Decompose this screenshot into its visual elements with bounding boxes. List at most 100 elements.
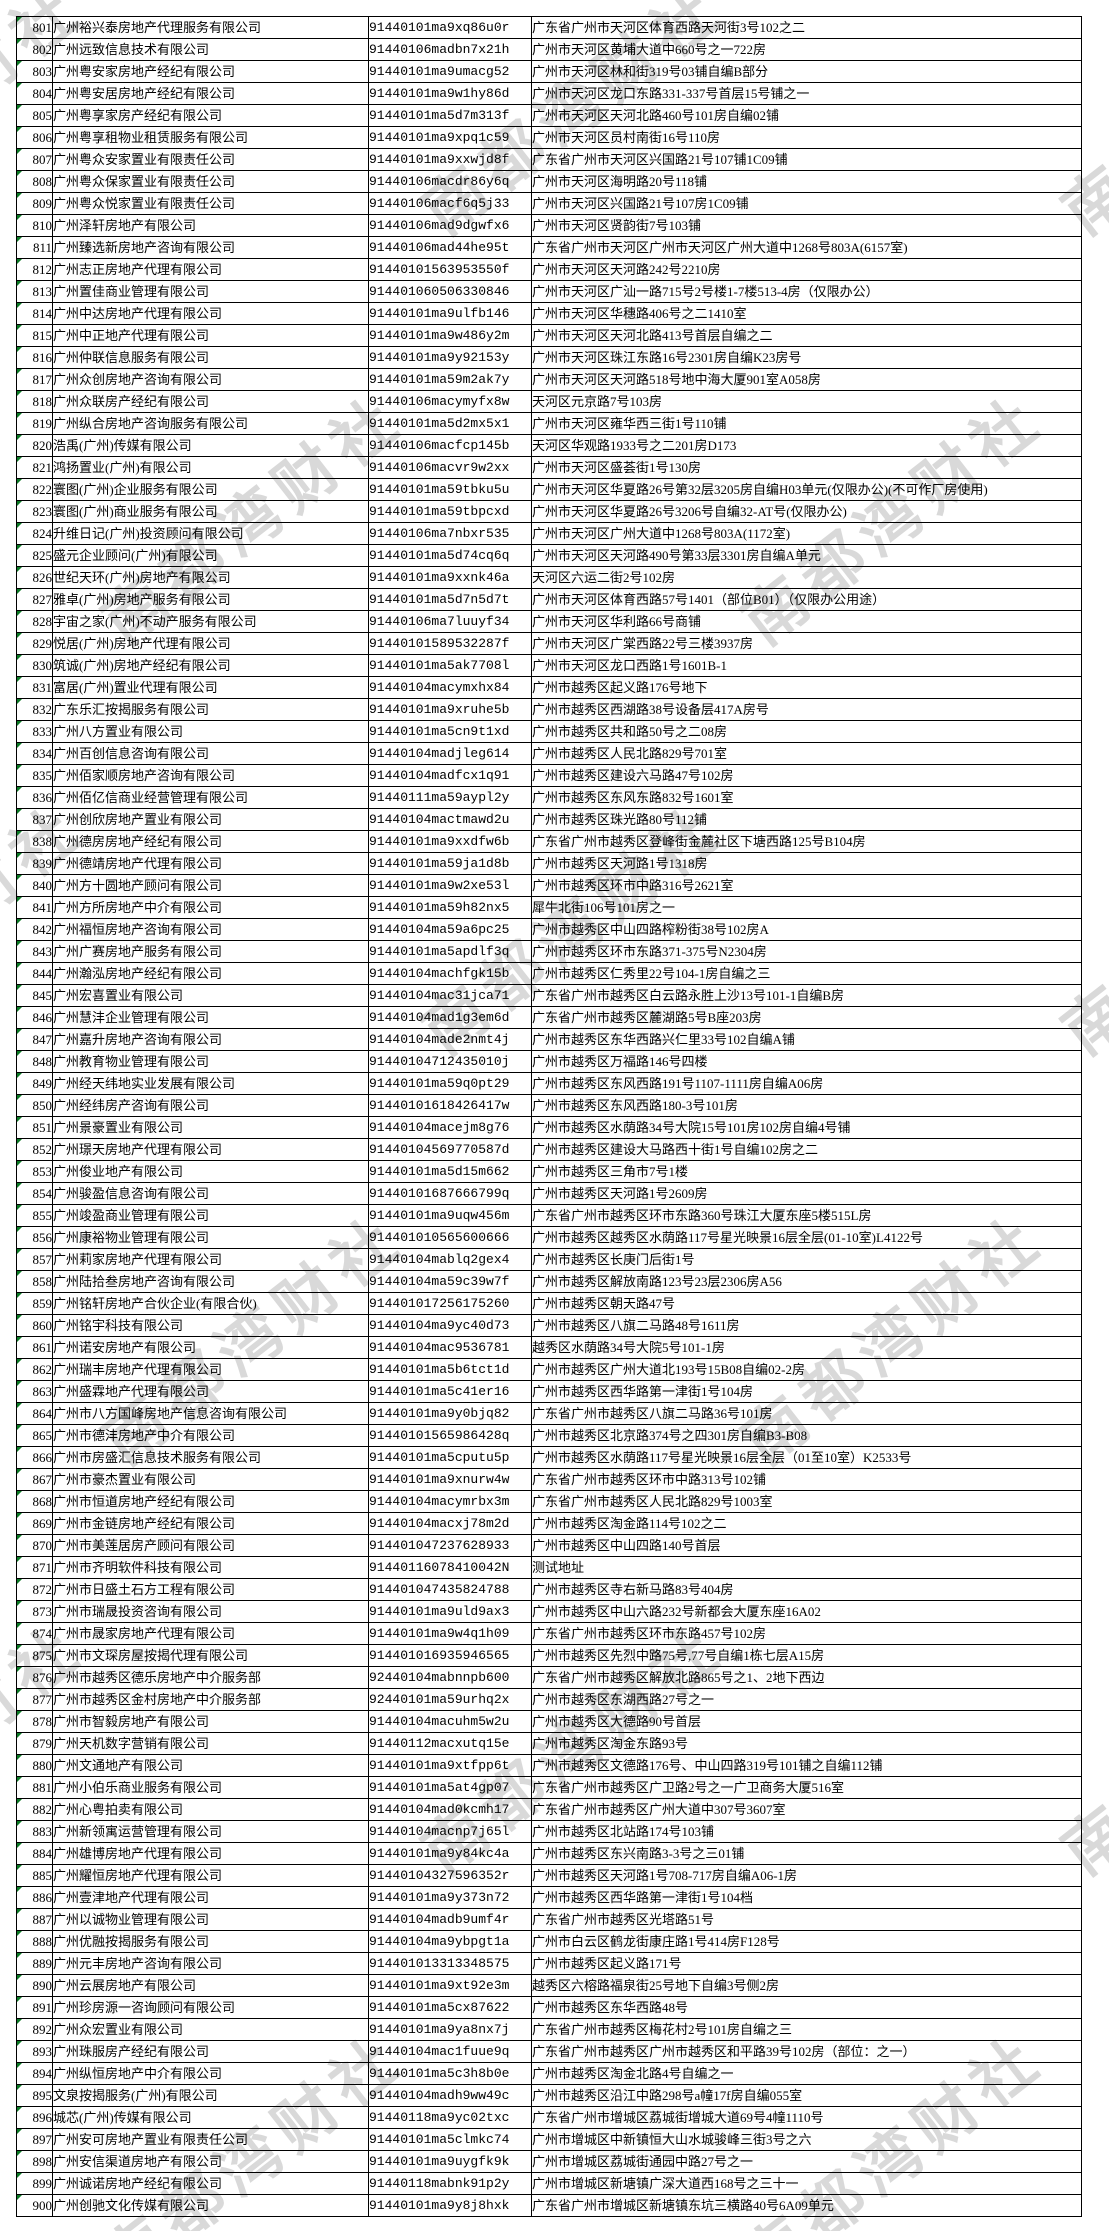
row-number-cell: 851 (16, 1116, 53, 1139)
credit-code-cell: 91440106macdr86y6q (368, 170, 532, 193)
company-name: 升维日记(广州)投资顾问有限公司 (53, 526, 244, 541)
row-number: 889 (32, 1956, 53, 1971)
error-indicator-icon (17, 765, 22, 770)
row-number-cell: 871 (16, 1556, 53, 1579)
company-name: 广州德房房地产经纪有限公司 (53, 834, 223, 849)
company-address-cell: 广州市天河区天河北路460号101房自编02铺 (531, 104, 1082, 127)
company-address: 广东省广州市越秀区八旗二马路36号101房 (532, 1406, 773, 1421)
company-address-cell: 广州市越秀区寺右新马路83号404房 (531, 1578, 1082, 1601)
row-number: 857 (32, 1252, 53, 1267)
row-number-cell: 821 (16, 456, 53, 479)
company-name: 筑诚(广州)房地产经纪有限公司 (53, 658, 231, 673)
error-indicator-icon (17, 567, 22, 572)
credit-code-cell: 91440101ma9y92153y (368, 346, 532, 369)
table-row: 883 广州新领寓运营管理有限公司 91440104macnp7j65l 广州市… (16, 1820, 1082, 1843)
credit-code-cell: 91440104327596352r (368, 1864, 532, 1887)
company-name-cell: 广州经天纬地实业发展有限公司 (52, 1072, 369, 1095)
company-name-cell: 浩禹(广州)传媒有限公司 (52, 434, 369, 457)
row-number: 819 (32, 416, 53, 431)
company-address: 广州市越秀区东风西路180-3号101房 (532, 1098, 738, 1113)
company-address: 广东省广州市越秀区光塔路51号 (532, 1912, 715, 1927)
company-address: 广州市越秀区万福路146号四楼 (532, 1054, 708, 1069)
credit-code: 91440106mad44he95t (369, 240, 510, 255)
row-number-cell: 883 (16, 1820, 53, 1843)
credit-code: 91440101ma9xtfpp6t (369, 1758, 510, 1773)
row-number-cell: 899 (16, 2172, 53, 2195)
row-number: 803 (32, 64, 53, 79)
credit-code-cell: 91440101ma5c3h8b0e (368, 2062, 532, 2085)
company-name-cell: 广州市越秀区德乐房地产中介服务部 (52, 1666, 369, 1689)
table-row: 841 广州方所房地产中介有限公司 91440101ma59h82nx5 犀牛北… (16, 896, 1082, 919)
company-address: 广州市越秀区东风东路832号1601室 (532, 790, 734, 805)
company-name-cell: 升维日记(广州)投资顾问有限公司 (52, 522, 369, 545)
error-indicator-icon (17, 149, 22, 154)
error-indicator-icon (17, 941, 22, 946)
credit-code: 91440106macymyfx8w (369, 394, 510, 409)
company-name-cell: 广州诚诺房地产经纪有限公司 (52, 2172, 369, 2195)
company-name: 广州裕兴泰房地产代理服务有限公司 (53, 20, 262, 35)
row-number: 855 (32, 1208, 53, 1223)
row-number: 846 (32, 1010, 53, 1025)
credit-code-cell: 91440104mac1fuue9q (368, 2040, 532, 2063)
company-name-cell: 鸿扬置业(广州)有限公司 (52, 456, 369, 479)
error-indicator-icon (17, 1799, 22, 1804)
credit-code-cell: 914401017256175260 (368, 1292, 532, 1315)
credit-code: 91440101ma9y84kc4a (369, 1846, 510, 1861)
row-number-cell: 880 (16, 1754, 53, 1777)
company-address-cell: 广州市越秀区起义路176号地下 (531, 676, 1082, 699)
table-row: 804 广州粤安居房地产经纪有限公司 91440101ma9w1hy86d 广州… (16, 82, 1082, 105)
company-name: 广州诚诺房地产经纪有限公司 (53, 2176, 223, 2191)
company-address: 广州市天河区华利路66号商铺 (532, 614, 702, 629)
company-address: 广州市天河区黄埔大道中660号之一722房 (532, 42, 767, 57)
company-name: 富居(广州)置业代理有限公司 (53, 680, 218, 695)
credit-code: 91440104madb9umf4r (369, 1912, 510, 1927)
credit-code: 91440101ma9xt92e3m (369, 1978, 510, 1993)
company-name-cell: 广州珠服房产经纪有限公司 (52, 2040, 369, 2063)
company-name-cell: 广州仲联信息服务有限公司 (52, 346, 369, 369)
company-address-cell: 广州市越秀区中山六路232号新都会大厦东座16A02 (531, 1600, 1082, 1623)
table-row: 895 文泉按揭服务(广州)有限公司 91440104madh9ww49c 广州… (16, 2084, 1082, 2107)
company-name: 广州康裕物业管理有限公司 (53, 1230, 210, 1245)
table-row: 846 广州慧沣企业管理有限公司 91440104mad1g3em6d 广东省广… (16, 1006, 1082, 1029)
credit-code: 91440101ma5d74cq6q (369, 548, 510, 563)
company-address-cell: 广州市越秀区水荫路34号大院15号101房102房自编4号铺 (531, 1116, 1082, 1139)
company-name-cell: 广州瑞丰房地产代理有限公司 (52, 1358, 369, 1381)
company-address-cell: 天河区六运二街2号102房 (531, 566, 1082, 589)
credit-code: 91440104mac9536781 (369, 1340, 510, 1355)
company-name: 广州市恒道房地产经纪有限公司 (53, 1494, 236, 1509)
table-row: 818 广州众联房产经纪有限公司 91440106macymyfx8w 天河区元… (16, 390, 1082, 413)
credit-code: 914401013313348575 (369, 1956, 510, 1971)
company-name: 广州盛霖地产代理有限公司 (53, 1384, 210, 1399)
company-address-cell: 广州市越秀区淘金东路93号 (531, 1732, 1082, 1755)
credit-code: 91440104ma9ybpgt1a (369, 1934, 510, 1949)
credit-code-cell: 91440118ma9yc02txc (368, 2106, 532, 2129)
company-name-cell: 广州天机数字营销有限公司 (52, 1732, 369, 1755)
table-row: 899 广州诚诺房地产经纪有限公司 91440118mabnk91p2y 广州市… (16, 2172, 1082, 2195)
company-address-cell: 广州市越秀区仁秀里22号104-1房自编之三 (531, 962, 1082, 985)
company-name-cell: 广州臻选新房地产咨询有限公司 (52, 236, 369, 259)
credit-code-cell: 91440101ma59h82nx5 (368, 896, 532, 919)
error-indicator-icon (17, 83, 22, 88)
row-number-cell: 844 (16, 962, 53, 985)
row-number-cell: 807 (16, 148, 53, 171)
company-address-cell: 广东省广州市越秀区广州大道中307号3607室 (531, 1798, 1082, 1821)
credit-code-cell: 91440104mac31jca71 (368, 984, 532, 1007)
row-number-cell: 832 (16, 698, 53, 721)
credit-code: 91440101ma5d2mx5x1 (369, 416, 510, 431)
credit-code: 91440101ma59tbku5u (369, 482, 510, 497)
row-number: 829 (32, 636, 53, 651)
company-name-cell: 广州广赛房地产服务有限公司 (52, 940, 369, 963)
table-row: 833 广州八方置业有限公司 91440101ma5cn9t1xd 广州市越秀区… (16, 720, 1082, 743)
company-name: 广州珍房源一咨询顾问有限公司 (53, 2000, 236, 2015)
company-name: 广州市八方国峰房地产信息咨询有限公司 (53, 1406, 288, 1421)
error-indicator-icon (17, 1183, 22, 1188)
credit-code-cell: 91440101ma9xpq1c59 (368, 126, 532, 149)
table-row: 824 升维日记(广州)投资顾问有限公司 91440106ma7nbxr535 … (16, 522, 1082, 545)
company-name-cell: 广州市智毅房地产有限公司 (52, 1710, 369, 1733)
row-number-cell: 837 (16, 808, 53, 831)
credit-code-cell: 91440101ma9w486y2m (368, 324, 532, 347)
company-name-cell: 广州粤享租物业租赁服务有限公司 (52, 126, 369, 149)
row-number: 824 (32, 526, 53, 541)
table-row: 886 广州壹津地产代理有限公司 91440101ma9y373n72 广州市越… (16, 1886, 1082, 1909)
company-address-cell: 广州市越秀区淘金北路4号自编之一 (531, 2062, 1082, 2085)
